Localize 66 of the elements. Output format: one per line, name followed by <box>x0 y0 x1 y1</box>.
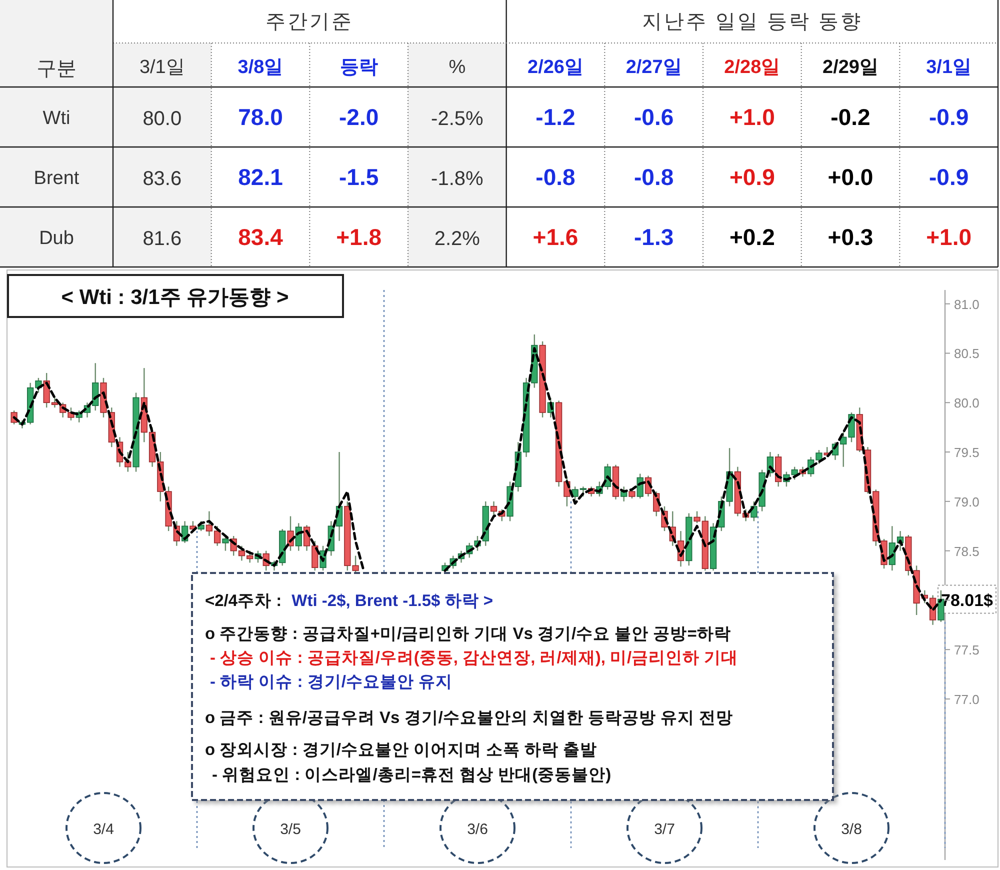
annotation: Wti -2$, Brent -1.5$ 하락 > <box>292 592 493 610</box>
data-label: -1.3 <box>634 224 674 250</box>
data-label: +0.9 <box>729 164 775 190</box>
annotation: 3/6 <box>467 821 488 838</box>
candlestick <box>222 535 229 552</box>
data-label: -0.9 <box>929 164 969 190</box>
data-label: -0.8 <box>634 164 674 190</box>
x-tick-label: 3/1일 <box>139 57 185 78</box>
data-label: +0.0 <box>828 164 874 190</box>
x-tick-label: 3/8일 <box>238 57 284 78</box>
data-label: 81.6 <box>142 228 182 250</box>
x-tick-label: 2/27일 <box>626 57 682 78</box>
y-tick-label: 81.0 <box>954 296 980 312</box>
data-label: -2.5% <box>431 108 484 130</box>
y-tick-label: Wti <box>42 108 70 129</box>
x-tick-label: 2/26일 <box>528 57 584 78</box>
annotation: 78.01$ <box>941 591 994 610</box>
data-label: 83.4 <box>238 224 284 250</box>
y-tick-label: 79.5 <box>954 445 980 460</box>
y-axis-title: 구분 <box>36 58 76 80</box>
data-label: -1.2 <box>536 104 576 130</box>
chart-title: < Wti : 3/1주 유가동향 > <box>61 286 289 309</box>
x-tick-label: 등락 <box>340 57 378 78</box>
data-label: 78.0 <box>238 104 283 130</box>
data-label: +1.6 <box>532 224 578 250</box>
annotation: <2/4주차 : <box>205 592 282 610</box>
annotation: o 장외시장 : 경기/수요불안 이어지며 소폭 하락 출발 <box>205 741 598 759</box>
text: 주간기준 <box>266 11 354 33</box>
data-label: -1.5 <box>339 164 379 190</box>
y-tick-label: 80.0 <box>954 396 980 411</box>
annotation: - 위험요인 : 이스라엘/총리=휴전 협상 반대(중동불안) <box>212 766 612 784</box>
annotation: o 금주 : 원유/공급우려 Vs 경기/수요불안의 치열한 등락공방 유지 전망 <box>205 709 734 727</box>
data-label: -0.6 <box>634 104 674 130</box>
data-label: +1.0 <box>926 224 972 250</box>
annotation: - 상승 이슈 : 공급차질/우려(중동, 감산연장, 러/제재), 미/금리인하 기대 <box>210 649 738 667</box>
annotation: - 하락 이슈 : 경기/수요불안 유지 <box>210 673 452 691</box>
x-tick-label: 2/28일 <box>724 57 780 78</box>
data-label: 80.0 <box>142 108 182 130</box>
text: 지난주 일일 등락 동향 <box>642 11 863 33</box>
annotation: o 주간동향 : 공급차질+미/금리인하 기대 Vs 경기/수요 불안 공방=하락 <box>205 625 731 643</box>
annotation: 3/8 <box>841 821 862 838</box>
data-label: -0.2 <box>830 104 870 130</box>
data-label: +0.2 <box>729 224 775 250</box>
data-label: -0.9 <box>929 104 969 130</box>
x-tick-label: 3/1일 <box>926 57 972 78</box>
y-tick-label: 77.0 <box>954 692 980 707</box>
data-label: -2.0 <box>339 104 379 130</box>
data-label: -0.8 <box>536 164 576 190</box>
x-tick-label: % <box>448 57 466 78</box>
data-label: +0.3 <box>828 224 874 250</box>
data-label: 82.1 <box>238 164 284 190</box>
y-tick-label: Dub <box>39 228 74 249</box>
y-tick-label: 79.0 <box>954 494 980 510</box>
annotation: 3/4 <box>93 821 114 838</box>
y-tick-label: 78.5 <box>954 544 980 559</box>
y-tick-label: 80.5 <box>954 346 980 362</box>
data-label: +1.0 <box>729 104 775 130</box>
data-label: 83.6 <box>142 168 182 190</box>
annotation: 3/7 <box>654 821 675 838</box>
data-label: -1.8% <box>431 168 484 190</box>
annotation: 3/5 <box>280 821 301 838</box>
data-label: +1.8 <box>336 224 382 250</box>
data-label: 2.2% <box>434 228 480 250</box>
y-tick-label: Brent <box>34 168 80 189</box>
x-tick-label: 2/29일 <box>822 57 878 78</box>
y-tick-label: 77.5 <box>954 642 980 658</box>
